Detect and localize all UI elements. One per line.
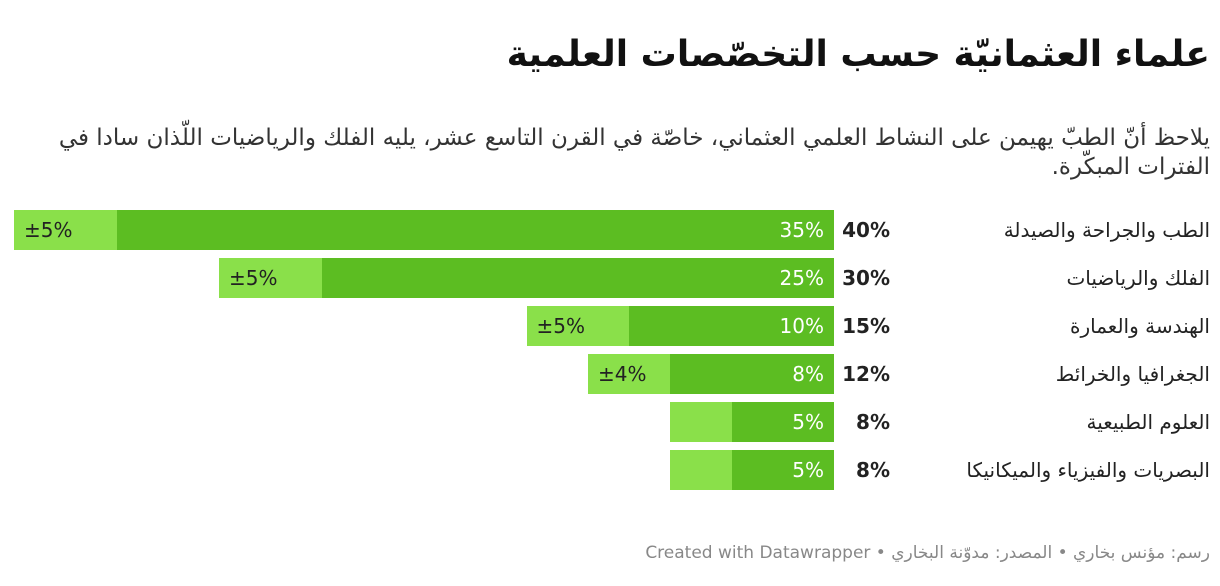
bar-main-segment: [116, 210, 834, 250]
total-label: 15%: [842, 314, 890, 338]
total-label: 8%: [856, 410, 890, 434]
category-label: البصريات والفيزياء والميكانيكا: [966, 458, 1210, 482]
chart-footer: رسم: مؤنس بخاري • المصدر: مدوّنة البخاري…: [645, 543, 1210, 563]
category-label: الجغرافيا والخرائط: [1055, 362, 1210, 386]
bar-main-segment: [321, 258, 834, 298]
bar-row: البصريات والفيزياء والميكانيكا 8% 5%: [0, 450, 1220, 490]
bar-row: العلوم الطبيعية 8% 5%: [0, 402, 1220, 442]
value-label: 5%: [792, 410, 824, 434]
bar-range-segment: [670, 402, 732, 442]
value-label: 10%: [779, 314, 824, 338]
category-label: العلوم الطبيعية: [1086, 410, 1210, 434]
bar-row: الجغرافيا والخرائط 12% 8% ±4%: [0, 354, 1220, 394]
bar-row: الهندسة والعمارة 15% 10% ±5%: [0, 306, 1220, 346]
bar-main-segment: [629, 306, 834, 346]
bar-range-segment: [219, 258, 322, 298]
total-label: 40%: [842, 218, 890, 242]
chart-title: علماء العثمانيّة حسب التخصّصات العلمية: [506, 34, 1210, 75]
bar-row: الفلك والرياضيات 30% 25% ±5%: [0, 258, 1220, 298]
total-label: 30%: [842, 266, 890, 290]
value-label: 25%: [779, 266, 824, 290]
total-label: 8%: [856, 458, 890, 482]
chart-subtitle: يلاحظ أنّ الطبّ يهيمن على النشاط العلمي …: [58, 125, 1210, 180]
category-label: الفلك والرياضيات: [1066, 266, 1210, 290]
total-label: 12%: [842, 362, 890, 386]
bar-main-segment: [731, 450, 834, 490]
value-label: 8%: [792, 362, 824, 386]
category-label: الهندسة والعمارة: [1070, 314, 1210, 338]
category-label: الطب والجراحة والصيدلة: [1003, 218, 1210, 242]
range-label: ±5%: [24, 218, 73, 242]
range-label: ±5%: [229, 266, 278, 290]
bar-main-segment: [731, 402, 834, 442]
bar-main-segment: [670, 354, 834, 394]
value-label: 35%: [779, 218, 824, 242]
range-label: ±5%: [536, 314, 586, 338]
bar-range-segment: [588, 354, 670, 394]
bar-range-segment: [526, 306, 629, 346]
bar-range-segment: [14, 210, 117, 250]
bar-range-segment: [670, 450, 732, 490]
value-label: 5%: [792, 458, 824, 482]
range-label: ±4%: [598, 362, 647, 386]
bar-row: الطب والجراحة والصيدلة 40% 35% ±5%: [0, 210, 1220, 250]
